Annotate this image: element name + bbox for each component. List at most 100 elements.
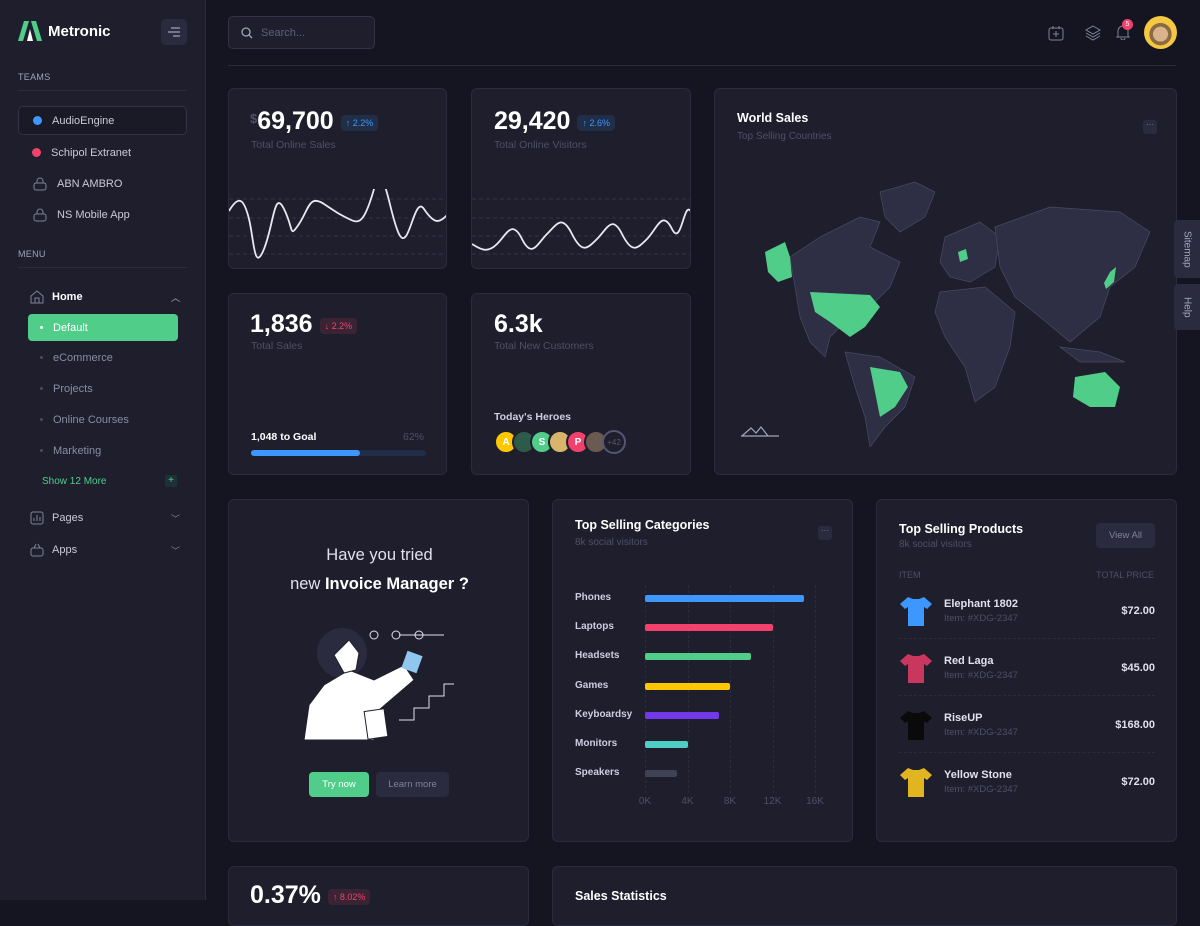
visitors-sparkline bbox=[472, 198, 690, 255]
menu-item-online-courses[interactable]: Online Courses bbox=[28, 406, 178, 433]
search-icon bbox=[241, 26, 253, 38]
stat-label: Total Online Sales bbox=[251, 139, 336, 151]
menu-item-label: eCommerce bbox=[53, 351, 113, 364]
category-label: Speakers bbox=[575, 767, 620, 779]
menu-home[interactable]: Home ︿ bbox=[30, 290, 180, 304]
search-input[interactable]: Search... bbox=[228, 16, 375, 49]
product-name: Elephant 1802 bbox=[944, 597, 1018, 610]
menu-item-ecommerce[interactable]: eCommerce bbox=[28, 344, 178, 371]
category-label: Monitors bbox=[575, 738, 618, 749]
notification-badge: 5 bbox=[1122, 19, 1133, 30]
team-label: ABN AMBRO bbox=[57, 177, 123, 190]
product-id: Item: #XDG-2347 bbox=[944, 669, 1018, 681]
category-label: Headsets bbox=[575, 650, 620, 662]
map-greenland bbox=[879, 181, 936, 233]
card-title: Top Selling Products bbox=[899, 522, 1024, 536]
product-row[interactable]: Elephant 1802 Item: #XDG-2347 $72.00 bbox=[899, 583, 1155, 639]
sitemap-tab[interactable]: Sitemap bbox=[1174, 220, 1200, 278]
category-label: Keyboardsy bbox=[575, 708, 633, 720]
map-highlight-australia bbox=[1073, 372, 1120, 407]
tshirt-icon bbox=[900, 653, 932, 683]
more-options-icon[interactable]: ··· bbox=[818, 526, 832, 540]
team-schipol-extranet[interactable]: Schipol Extranet bbox=[18, 138, 187, 167]
bar-monitors bbox=[645, 741, 688, 748]
menu-item-label: Projects bbox=[53, 382, 93, 395]
team-audioengine[interactable]: AudioEngine bbox=[18, 106, 187, 135]
card-subtitle: 8k social visitors bbox=[575, 537, 648, 548]
product-name: Red Laga bbox=[944, 654, 994, 667]
sales-statistics-card: Sales Statistics bbox=[552, 866, 1177, 926]
map-logo-icon bbox=[741, 426, 779, 437]
x-tick-label: 12K bbox=[763, 796, 782, 807]
map-highlight-germany bbox=[958, 249, 968, 262]
sidebar: Metronic TEAMS AudioEngine Schipol Extra… bbox=[0, 0, 206, 900]
try-now-button[interactable]: Try now bbox=[309, 772, 369, 797]
menu-item-default[interactable]: Default bbox=[28, 314, 178, 341]
chevron-down-icon: ﹀ bbox=[170, 513, 180, 524]
change-badge: ↑ 8.02% bbox=[327, 889, 371, 905]
menu-label: Home bbox=[52, 291, 83, 303]
menu-label: Apps bbox=[52, 544, 78, 556]
promo-line1: Have you tried bbox=[326, 546, 433, 564]
card-title: World Sales bbox=[737, 111, 809, 125]
menu-pages[interactable]: Pages ﹀ bbox=[30, 511, 180, 525]
team-abn-ambro[interactable]: ABN AMBRO bbox=[18, 169, 187, 198]
product-id: Item: #XDG-2347 bbox=[944, 784, 1018, 795]
online-sales-card: $69,700 ↑ 2.2% Total Online Sales bbox=[228, 88, 447, 269]
team-ns-mobile-app[interactable]: NS Mobile App bbox=[18, 200, 187, 229]
category-label: Games bbox=[575, 679, 609, 691]
stat-label: Total Sales bbox=[251, 340, 303, 352]
heroes-avatars: A S P +42 bbox=[494, 430, 626, 454]
top-products-card: Top Selling Products 8k social visitors … bbox=[876, 499, 1177, 842]
bullet-icon bbox=[40, 449, 43, 452]
chart-icon bbox=[30, 511, 44, 525]
grid-line bbox=[730, 585, 731, 793]
product-row[interactable]: Red Laga Item: #XDG-2347 $45.00 bbox=[899, 640, 1155, 696]
more-heroes-badge[interactable]: +42 bbox=[602, 430, 626, 454]
learn-more-button[interactable]: Learn more bbox=[376, 772, 449, 797]
red-dot-icon bbox=[32, 148, 41, 157]
goal-progress-fill bbox=[251, 450, 360, 456]
goal-percent: 62% bbox=[402, 431, 424, 443]
avatar[interactable]: A bbox=[494, 430, 518, 454]
world-sales-card: World Sales Top Selling Countries ··· bbox=[714, 88, 1177, 475]
change-badge: ↑ 2.6% bbox=[577, 115, 615, 131]
header-divider bbox=[228, 65, 1176, 66]
menu-label: MENU bbox=[18, 249, 46, 259]
logo[interactable]: Metronic bbox=[18, 21, 111, 41]
product-row[interactable]: RiseUP Item: #XDG-2347 $168.00 bbox=[899, 697, 1155, 753]
stat-label: Total New Customers bbox=[494, 340, 594, 352]
grid-line bbox=[815, 585, 816, 793]
tshirt-icon bbox=[900, 710, 932, 740]
x-tick-label: 16K bbox=[806, 796, 824, 807]
blue-dot-icon bbox=[33, 116, 42, 125]
divider bbox=[18, 90, 187, 91]
lock-icon bbox=[33, 208, 47, 221]
more-options-icon[interactable]: ··· bbox=[1143, 120, 1157, 134]
team-label: Schipol Extranet bbox=[51, 146, 132, 159]
menu-item-marketing[interactable]: Marketing bbox=[28, 437, 178, 464]
grid-line bbox=[772, 585, 774, 793]
notifications-button[interactable]: 5 bbox=[1115, 19, 1133, 45]
help-tab[interactable]: Help bbox=[1174, 284, 1200, 330]
category-label: Laptops bbox=[575, 621, 614, 633]
menu-item-projects[interactable]: Projects bbox=[28, 375, 178, 402]
user-avatar[interactable] bbox=[1144, 16, 1177, 49]
sidebar-toggle-button[interactable] bbox=[161, 19, 187, 45]
menu-apps[interactable]: Apps ﹀ bbox=[30, 543, 180, 557]
map-indonesia bbox=[1058, 346, 1126, 363]
teams-label: TEAMS bbox=[18, 72, 51, 82]
map-asia bbox=[994, 206, 1151, 343]
calendar-add-icon[interactable] bbox=[1048, 25, 1064, 41]
show-more-link[interactable]: Show 12 More + bbox=[42, 475, 177, 487]
product-id: Item: #XDG-2347 bbox=[944, 612, 1018, 624]
heroes-label: Today's Heroes bbox=[494, 411, 571, 423]
change-badge: ↑ 2.2% bbox=[340, 115, 379, 131]
product-row[interactable]: Yellow Stone Item: #XDG-2347 $72.00 bbox=[899, 754, 1155, 810]
menu-item-label: Online Courses bbox=[53, 413, 129, 426]
map-highlight-brazil bbox=[870, 367, 908, 417]
sales-sparkline bbox=[229, 189, 446, 259]
product-price: $168.00 bbox=[1115, 718, 1155, 731]
view-all-button[interactable]: View All bbox=[1096, 523, 1155, 548]
layers-icon[interactable] bbox=[1085, 25, 1101, 41]
